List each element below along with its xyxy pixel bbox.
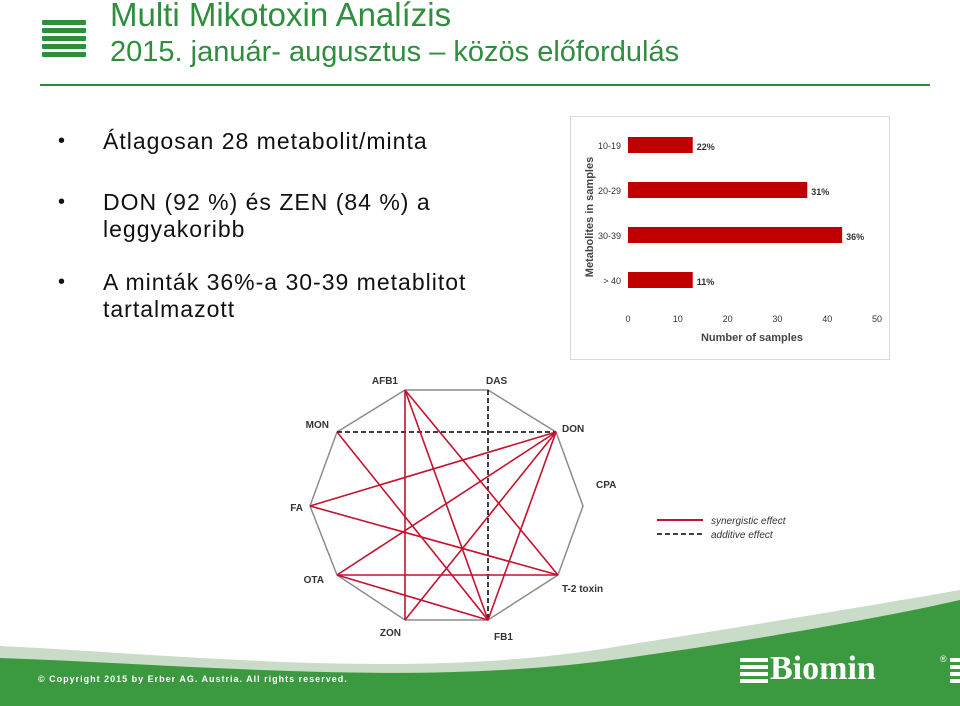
- bar-chart: 10-19 22% 20-29 31% 30-39 36% > 40 11% 0 10 20 30 40…: [570, 116, 890, 360]
- bar-data-label: 11%: [697, 277, 715, 287]
- page-title: Multi Mikotoxin Analízis: [110, 0, 452, 33]
- bar-category-label: 10-19: [598, 141, 621, 151]
- legend-synergistic-label: synergistic effect: [711, 516, 787, 527]
- cooccurrence-diagram: AFB1 DAS DON CPA T-2 toxin FB1 ZON OTA FA MON: [290, 376, 616, 643]
- bullet-item: A minták 36%-a 30-39 metablitot tartalma…: [58, 269, 528, 323]
- synergistic-edge: [336, 574, 489, 621]
- bar: [628, 137, 693, 153]
- y-axis-label: Metabolites in samples: [584, 157, 596, 277]
- diagram-node-label: FB1: [494, 632, 513, 643]
- diagram-node-label: AFB1: [372, 376, 399, 387]
- bullet-item: Átlagosan 28 metabolit/minta: [58, 128, 528, 155]
- x-tick-label: 40: [822, 314, 832, 324]
- x-tick-label: 10: [673, 314, 683, 324]
- diagram-node-label: CPA: [596, 480, 616, 491]
- bar-category-label: > 40: [603, 276, 621, 286]
- x-tick-label: 0: [625, 314, 630, 324]
- bar-data-label: 36%: [846, 232, 864, 242]
- diagram-node-label: ZON: [380, 628, 401, 639]
- bar-data-label: 31%: [811, 187, 829, 197]
- synergistic-edge: [404, 389, 489, 621]
- bullet-list: Átlagosan 28 metabolit/minta DON (92 %) …: [58, 128, 528, 349]
- synergistic-edge: [309, 431, 557, 507]
- x-tick-label: 30: [772, 314, 782, 324]
- synergistic-edge: [336, 431, 489, 621]
- legend-additive-label: additive effect: [711, 530, 774, 541]
- diagram-node-label: DON: [562, 424, 584, 435]
- bar: [628, 272, 693, 288]
- synergistic-edge: [404, 389, 559, 576]
- page-subtitle: 2015. január- augusztus – közös előfordu…: [110, 36, 680, 68]
- brand-name: Biomin: [770, 650, 876, 687]
- x-tick-label: 20: [723, 314, 733, 324]
- synergistic-edge: [404, 431, 557, 621]
- bar: [628, 182, 808, 198]
- bar-chart-svg: 10-19 22% 20-29 31% 30-39 36% > 40 11% 0 10 20 30 40…: [584, 137, 882, 344]
- diagram-node-label: FA: [290, 503, 303, 514]
- footer-band: [0, 590, 960, 706]
- diagram-node-label: OTA: [304, 575, 324, 586]
- bar-category-label: 20-29: [598, 186, 621, 196]
- x-axis-label: Number of samples: [701, 332, 803, 344]
- brand-registered-mark: ®: [940, 654, 947, 664]
- brand-bars-right-icon: [950, 658, 960, 686]
- synergistic-edge: [487, 431, 557, 621]
- diagram-node-label: T-2 toxin: [562, 584, 603, 595]
- diagram-node-label: MON: [306, 420, 329, 431]
- bar: [628, 227, 843, 243]
- synergistic-edge: [309, 505, 559, 576]
- bullet-item: DON (92 %) és ZEN (84 %) a leggyakoribb: [58, 189, 528, 243]
- bar-data-label: 22%: [697, 142, 715, 152]
- diagram-node-label: DAS: [486, 376, 507, 387]
- synergistic-edge: [336, 431, 557, 576]
- title-divider: [40, 84, 930, 86]
- logo-mark-icon: [42, 20, 86, 64]
- brand-bars-left-icon: [740, 658, 768, 686]
- x-tick-label: 50: [872, 314, 882, 324]
- copyright-text: © Copyright 2015 by Erber AG. Austria. A…: [38, 674, 348, 684]
- bar-category-label: 30-39: [598, 231, 621, 241]
- diagram-legend: synergistic effect additive effect: [657, 516, 787, 541]
